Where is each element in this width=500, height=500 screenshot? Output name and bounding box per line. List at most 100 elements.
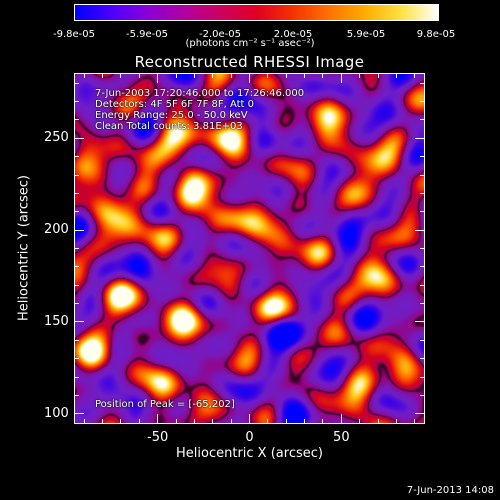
x-minor-tick — [230, 73, 232, 78]
colorbar — [74, 4, 439, 21]
x-minor-tick — [230, 419, 232, 424]
y-minor-tick — [74, 266, 79, 268]
y-minor-tick — [74, 303, 79, 305]
y-tick-mark — [74, 229, 84, 231]
y-minor-tick — [74, 82, 79, 84]
y-minor-tick — [420, 376, 425, 378]
y-tick-label: 200 — [44, 222, 69, 238]
y-minor-tick — [74, 394, 79, 396]
x-axis-label: Heliocentric X (arcsec) — [176, 446, 323, 461]
y-minor-tick — [420, 266, 425, 268]
x-tick-mark — [340, 414, 342, 424]
y-minor-tick — [420, 119, 425, 121]
x-minor-tick — [414, 73, 416, 78]
info-clean-counts: Clean Total counts: 3.81E+03 — [95, 121, 243, 132]
peak-position-label: Position of Peak = [-65,202] — [95, 399, 235, 410]
x-minor-tick — [120, 73, 122, 78]
colorbar-tick-label: -9.8e-05 — [53, 29, 95, 40]
x-minor-tick — [322, 73, 324, 78]
y-minor-tick — [74, 376, 79, 378]
colorbar-tick-label: -2.0e-05 — [199, 29, 241, 40]
colorbar-tick-label: 9.8e-05 — [416, 29, 456, 40]
y-minor-tick — [420, 211, 425, 213]
x-minor-tick — [377, 419, 379, 424]
y-minor-tick — [74, 211, 79, 213]
x-minor-tick — [138, 419, 140, 424]
x-minor-tick — [395, 419, 397, 424]
y-minor-tick — [74, 174, 79, 176]
x-minor-tick — [83, 73, 85, 78]
x-minor-tick — [193, 419, 195, 424]
x-tick-mark — [157, 414, 159, 424]
y-minor-tick — [420, 284, 425, 286]
y-minor-tick — [420, 248, 425, 249]
x-tick-mark — [249, 73, 250, 83]
x-minor-tick — [322, 419, 324, 424]
x-minor-tick — [138, 73, 140, 78]
x-minor-tick — [359, 419, 361, 424]
y-minor-tick — [74, 192, 79, 194]
colorbar-tick-label: 5.9e-05 — [346, 29, 386, 40]
x-minor-tick — [83, 419, 85, 424]
y-minor-tick — [74, 119, 79, 121]
x-minor-tick — [267, 73, 269, 78]
y-minor-tick — [74, 339, 79, 341]
colorbar-tick-label: -5.9e-05 — [126, 29, 168, 40]
x-tick-mark — [157, 73, 159, 83]
y-minor-tick — [420, 303, 425, 305]
x-minor-tick — [304, 73, 306, 78]
x-minor-tick — [267, 419, 269, 424]
y-minor-tick — [74, 284, 79, 286]
x-tick-label: 50 — [333, 430, 350, 445]
y-minor-tick — [74, 358, 79, 360]
chart-title: Reconstructed RHESSI Image — [134, 53, 365, 71]
x-minor-tick — [193, 73, 195, 78]
y-tick-label: 250 — [44, 130, 69, 146]
x-minor-tick — [285, 73, 287, 78]
y-tick-label: 150 — [44, 313, 69, 329]
image-plot: 7-Jun-2003 17:20:46.000 to 17:26:46.000 … — [74, 73, 425, 424]
y-axis-label: Heliocentric Y (arcsec) — [16, 175, 32, 321]
colorbar-tick-label: 2.0e-05 — [273, 29, 313, 40]
x-minor-tick — [304, 419, 306, 424]
x-minor-tick — [175, 73, 177, 78]
y-minor-tick — [420, 192, 425, 194]
info-detectors: Detectors: 4F 5F 6F 7F 8F, Att 0 — [95, 99, 255, 110]
x-minor-tick — [212, 73, 214, 78]
y-minor-tick — [420, 101, 425, 103]
x-minor-tick — [285, 419, 287, 424]
y-minor-tick — [420, 339, 425, 341]
x-tick-mark — [340, 73, 342, 83]
y-tick-mark — [74, 413, 84, 415]
y-minor-tick — [420, 174, 425, 176]
y-tick-mark — [415, 229, 425, 231]
x-tick-label: 0 — [245, 430, 254, 445]
y-tick-label: 100 — [44, 405, 69, 421]
y-tick-mark — [74, 321, 84, 323]
y-tick-mark — [415, 413, 425, 415]
x-tick-label: -50 — [147, 430, 169, 445]
x-minor-tick — [414, 419, 416, 424]
y-tick-mark — [415, 321, 425, 323]
y-tick-mark — [415, 137, 425, 139]
footer-date: 7-Jun-2013 14:08 — [406, 485, 494, 496]
y-minor-tick — [420, 156, 425, 158]
y-tick-mark — [74, 137, 84, 139]
info-energy-range: Energy Range: 25.0 - 50.0 keV — [95, 110, 248, 121]
y-minor-tick — [74, 156, 79, 158]
reconstructed-image — [75, 74, 424, 423]
x-minor-tick — [377, 73, 379, 78]
colorbar-units: (photons cm⁻² s⁻¹ asec⁻²) — [185, 38, 315, 49]
y-minor-tick — [74, 101, 79, 103]
y-minor-tick — [420, 358, 425, 360]
info-time-range: 7-Jun-2003 17:20:46.000 to 17:26:46.000 — [95, 88, 305, 99]
x-tick-mark — [249, 414, 250, 424]
y-minor-tick — [420, 82, 425, 84]
x-minor-tick — [359, 73, 361, 78]
x-minor-tick — [102, 73, 104, 78]
x-minor-tick — [102, 419, 104, 424]
x-minor-tick — [395, 73, 397, 78]
y-minor-tick — [74, 248, 79, 249]
x-minor-tick — [120, 419, 122, 424]
x-minor-tick — [212, 419, 214, 424]
